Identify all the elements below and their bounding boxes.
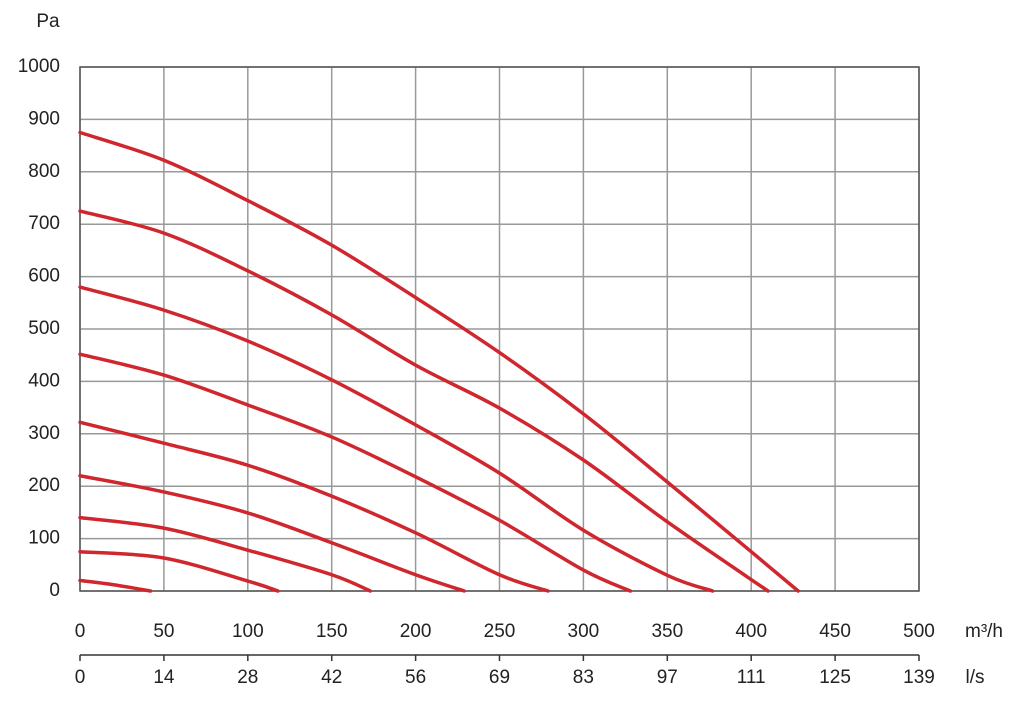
x2-tick-label: 83 (573, 667, 594, 688)
x-tick-label: 100 (232, 621, 264, 642)
x2-tick-label: 14 (153, 667, 175, 688)
x-tick-label: 50 (153, 621, 174, 642)
fan-curve (78, 209, 770, 593)
x-tick-label: 0 (75, 621, 86, 642)
x2-tick-label: 56 (405, 667, 426, 688)
y-tick-label: 100 (28, 528, 60, 549)
y-tick-label: 700 (28, 213, 60, 234)
x2-tick-label: 0 (75, 667, 86, 688)
x2-tick-label: 97 (657, 667, 678, 688)
x2-tick-label: 125 (819, 667, 851, 688)
x2-tick-label: 42 (321, 667, 342, 688)
y-tick-label: 200 (28, 475, 60, 496)
x-tick-label: 400 (735, 621, 767, 642)
y-tick-label: 0 (49, 580, 60, 601)
x2-tick-label: 69 (489, 667, 510, 688)
x2-tick-label: 139 (903, 667, 935, 688)
x-tick-label: 250 (484, 621, 516, 642)
fan-curve (78, 549, 280, 593)
fan-curve (78, 420, 550, 593)
x2-tick-label: 28 (237, 667, 258, 688)
fan-curve (78, 578, 153, 593)
fan-curve (78, 473, 467, 593)
y-tick-label: 300 (28, 423, 60, 444)
fan-curve (78, 130, 800, 593)
x-tick-label: 500 (903, 621, 935, 642)
y-tick-label: 900 (28, 108, 60, 129)
fan-curve (78, 515, 373, 593)
x-tick-label: 150 (316, 621, 348, 642)
x2-tick-label: 111 (737, 667, 766, 688)
y-tick-label: 400 (28, 370, 60, 391)
plot-frame (79, 66, 920, 592)
fan-curve (78, 352, 633, 593)
y-unit: Pa (36, 11, 60, 32)
x-tick-label: 450 (819, 621, 851, 642)
fan-curve (78, 285, 715, 593)
x-tick-label: 300 (568, 621, 600, 642)
y-tick-label: 1000 (18, 56, 60, 77)
x2-unit: l/s (966, 667, 985, 688)
x-tick-label: 200 (400, 621, 432, 642)
y-tick-label: 800 (28, 161, 60, 182)
x-tick-label: 350 (651, 621, 683, 642)
x-unit: m³/h (965, 621, 1003, 642)
y-tick-label: 500 (28, 318, 60, 339)
y-tick-label: 600 (28, 266, 60, 287)
